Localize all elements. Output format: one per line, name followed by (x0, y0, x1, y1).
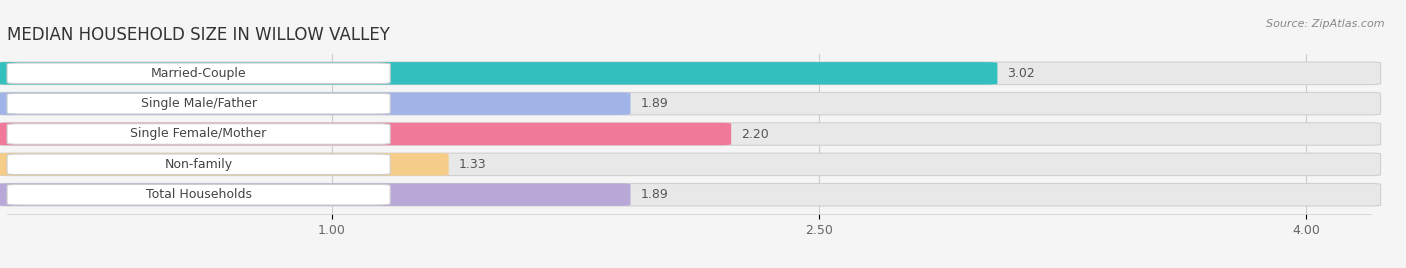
FancyBboxPatch shape (0, 62, 997, 84)
Text: 1.89: 1.89 (640, 97, 668, 110)
Text: 3.02: 3.02 (1007, 67, 1035, 80)
FancyBboxPatch shape (0, 153, 449, 176)
FancyBboxPatch shape (0, 62, 1381, 84)
Text: 1.33: 1.33 (458, 158, 486, 171)
Text: 2.20: 2.20 (741, 128, 769, 140)
FancyBboxPatch shape (7, 124, 391, 144)
Text: Single Female/Mother: Single Female/Mother (131, 128, 267, 140)
FancyBboxPatch shape (0, 123, 1381, 145)
Text: Single Male/Father: Single Male/Father (141, 97, 257, 110)
Text: Non-family: Non-family (165, 158, 232, 171)
Text: Married-Couple: Married-Couple (150, 67, 246, 80)
Text: Total Households: Total Households (146, 188, 252, 201)
Text: MEDIAN HOUSEHOLD SIZE IN WILLOW VALLEY: MEDIAN HOUSEHOLD SIZE IN WILLOW VALLEY (7, 26, 389, 44)
Text: 1.89: 1.89 (640, 188, 668, 201)
FancyBboxPatch shape (0, 92, 630, 115)
FancyBboxPatch shape (0, 92, 1381, 115)
FancyBboxPatch shape (7, 154, 391, 175)
FancyBboxPatch shape (0, 184, 630, 206)
Text: Source: ZipAtlas.com: Source: ZipAtlas.com (1267, 19, 1385, 29)
FancyBboxPatch shape (7, 93, 391, 114)
FancyBboxPatch shape (7, 184, 391, 205)
FancyBboxPatch shape (7, 63, 391, 84)
FancyBboxPatch shape (0, 123, 731, 145)
FancyBboxPatch shape (0, 153, 1381, 176)
FancyBboxPatch shape (0, 184, 1381, 206)
